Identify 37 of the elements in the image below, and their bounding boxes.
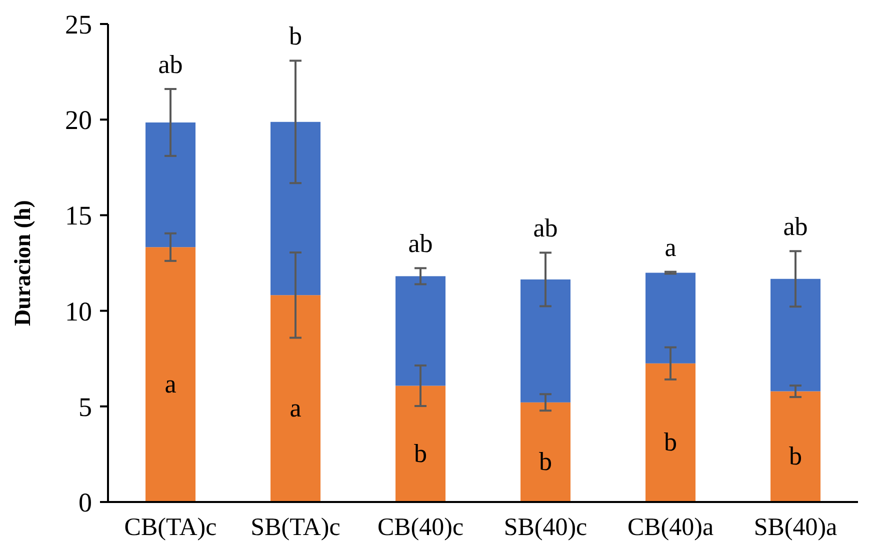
x-tick-label: SB(40)c <box>504 514 588 541</box>
data-label: b <box>539 447 552 476</box>
x-tick-label: CB(40)c <box>377 514 464 541</box>
x-tick-label: SB(40)a <box>754 514 838 541</box>
data-label: a <box>664 232 677 262</box>
bar <box>270 295 320 502</box>
bar <box>146 122 196 248</box>
bar <box>146 247 196 502</box>
data-label: b <box>664 428 677 457</box>
x-tick-label: CB(40)a <box>627 514 714 541</box>
x-tick-label: SB(TA)c <box>250 514 340 541</box>
data-label: ab <box>408 229 433 258</box>
bar <box>770 391 820 502</box>
data-label: a <box>164 370 177 399</box>
y-axis-title: Duracion (h) <box>10 200 35 326</box>
data-label: ab <box>533 214 558 243</box>
y-tick-label: 20 <box>65 105 92 136</box>
bar <box>396 386 446 502</box>
data-label: b <box>414 438 427 468</box>
bar <box>646 272 696 364</box>
y-tick-label: 0 <box>78 487 92 518</box>
x-tick-label: CB(TA)c <box>124 514 217 541</box>
bar <box>520 402 570 502</box>
y-tick-label: 25 <box>65 9 92 40</box>
data-label: ab <box>783 212 808 242</box>
data-label: ab <box>158 50 183 80</box>
bar <box>396 276 446 386</box>
y-tick-label: 15 <box>65 200 92 231</box>
bar <box>646 363 696 502</box>
data-label: b <box>289 22 302 51</box>
data-label: a <box>290 394 302 423</box>
bar <box>520 279 570 402</box>
y-tick-label: 5 <box>78 392 92 422</box>
bar <box>270 122 320 296</box>
y-tick-label: 10 <box>65 296 92 326</box>
data-label: b <box>789 442 802 471</box>
bar <box>770 278 820 392</box>
